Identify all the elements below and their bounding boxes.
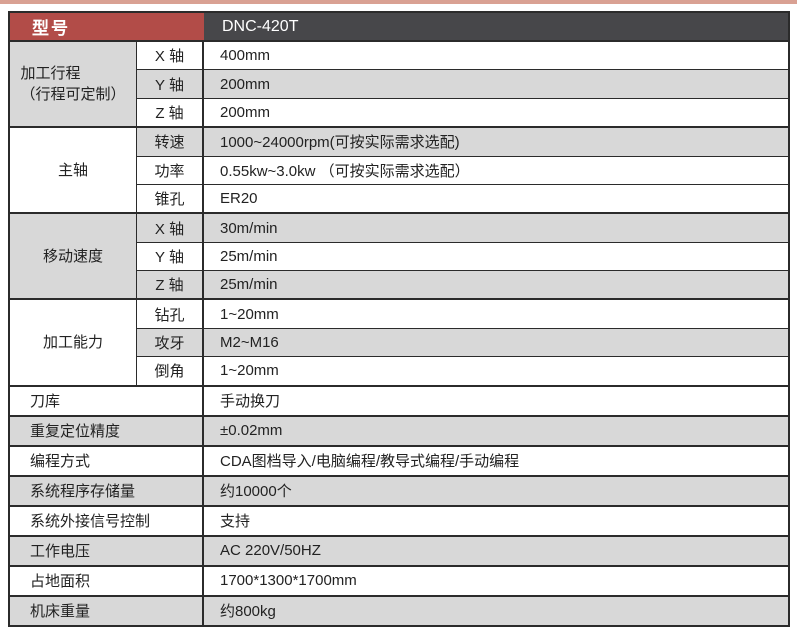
spec-value: 30m/min <box>204 214 788 242</box>
spec-value: 0.55kw~3.0kw （可按实际需求选配） <box>220 162 470 180</box>
table-row: 占地面积 1700*1300*1700mm <box>10 564 788 595</box>
table-row: 钻孔 1~20mm <box>137 300 788 328</box>
spec-value: M2~M16 <box>204 328 788 357</box>
group-label: 加工行程 （行程可定制） <box>10 42 137 127</box>
spec-value: 1000~24000rpm(可按实际需求选配) <box>204 128 788 156</box>
spec-value: 400mm <box>220 47 271 65</box>
table-row: 刀库 手动换刀 <box>10 384 788 415</box>
spec-value: ER20 <box>220 190 258 208</box>
table-row: X 轴 30m/min <box>137 214 788 242</box>
spec-table: 型号 DNC-420T 加工行程 （行程可定制） X 轴 400mm Y 轴 2… <box>8 11 790 627</box>
table-row: 系统程序存储量 约10000个 <box>10 474 788 505</box>
table-row: 重复定位精度 ±0.02mm <box>10 414 788 445</box>
table-row: 锥孔 ER20 <box>137 183 788 213</box>
spec-value: ±0.02mm <box>204 416 788 445</box>
spec-sub-label: 倒角 <box>137 357 204 385</box>
spec-sub-label: 功率 <box>137 156 204 184</box>
group-row-spindle: 主轴 转速 1000~24000rpm(可按实际需求选配) 功率 0.55kw~… <box>10 126 788 213</box>
group-row-speed: 移动速度 X 轴 30m/min Y 轴 25m/min Z 轴 25m/min <box>10 212 788 299</box>
spec-label: 工作电压 <box>10 536 204 565</box>
table-row: 倒角 1~20mm <box>137 356 788 385</box>
table-row: 机床重量 约800kg <box>10 594 788 625</box>
group-label: 移动速度 <box>10 214 137 299</box>
table-row: 功率 0.55kw~3.0kw （可按实际需求选配） <box>137 155 788 184</box>
spec-sub-label: Z 轴 <box>137 98 204 127</box>
spec-value: 约800kg <box>204 596 788 625</box>
spec-value: 1700*1300*1700mm <box>220 572 357 590</box>
spec-value: CDA图档导入/电脑编程/教导式编程/手动编程 <box>220 453 520 471</box>
spec-label: 占地面积 <box>10 566 204 595</box>
group-label-text: 移动速度 <box>42 247 103 265</box>
table-row: 系统外接信号控制 支持 <box>10 504 788 535</box>
spec-label: 系统程序存储量 <box>10 476 204 505</box>
spec-sub-label: X 轴 <box>137 214 204 242</box>
spec-label: 编程方式 <box>10 446 204 475</box>
model-header-value: DNC-420T <box>222 17 299 35</box>
group-label: 加工能力 <box>10 300 137 385</box>
spec-value: 手动换刀 <box>220 393 281 411</box>
table-row: Y 轴 200mm <box>137 69 788 98</box>
table-row: X 轴 400mm <box>137 42 788 70</box>
spec-value: 25m/min <box>204 271 788 299</box>
spec-value: 200mm <box>204 70 788 98</box>
spec-sub-label: 锥孔 <box>137 184 204 213</box>
group-row-travel: 加工行程 （行程可定制） X 轴 400mm Y 轴 200mm Z 轴 200… <box>10 40 788 127</box>
model-header-label: 型号 <box>10 13 204 40</box>
group-label-text: 加工能力 <box>42 334 103 352</box>
table-row: Z 轴 25m/min <box>137 270 788 299</box>
spec-value: 25m/min <box>220 247 278 265</box>
spec-label: 机床重量 <box>10 596 204 625</box>
group-row-capability: 加工能力 钻孔 1~20mm 攻牙 M2~M16 倒角 1~20mm <box>10 298 788 385</box>
group-label-text: 主轴 <box>57 161 88 179</box>
spec-label: 重复定位精度 <box>10 416 204 445</box>
spec-sub-label: Y 轴 <box>137 242 204 271</box>
spec-sub-label: 转速 <box>137 128 204 156</box>
spec-sub-label: Z 轴 <box>137 271 204 299</box>
top-accent-strip <box>0 0 797 4</box>
table-header-row: 型号 DNC-420T <box>10 13 788 40</box>
group-label-text: 加工行程 <box>20 65 81 83</box>
spec-sub-label: 攻牙 <box>137 328 204 357</box>
spec-value: 1~20mm <box>220 362 279 380</box>
table-row: 编程方式 CDA图档导入/电脑编程/教导式编程/手动编程 <box>10 444 788 475</box>
spec-sub-label: Y 轴 <box>137 70 204 98</box>
spec-value: 约10000个 <box>204 476 788 505</box>
spec-sub-label: X 轴 <box>137 42 204 70</box>
table-row: 转速 1000~24000rpm(可按实际需求选配) <box>137 128 788 156</box>
table-row: Z 轴 200mm <box>137 97 788 127</box>
table-row: Y 轴 25m/min <box>137 241 788 271</box>
table-row: 工作电压 AC 220V/50HZ <box>10 534 788 565</box>
spec-label: 系统外接信号控制 <box>10 506 204 535</box>
spec-sub-label: 钻孔 <box>137 300 204 328</box>
spec-value: 支持 <box>220 513 251 531</box>
spec-value: 200mm <box>220 103 271 121</box>
table-row: 攻牙 M2~M16 <box>137 327 788 357</box>
group-label-note: （行程可定制） <box>20 86 126 104</box>
spec-value: 1~20mm <box>220 305 279 323</box>
group-label: 主轴 <box>10 128 137 213</box>
spec-value: AC 220V/50HZ <box>204 536 788 565</box>
spec-label: 刀库 <box>10 386 204 415</box>
